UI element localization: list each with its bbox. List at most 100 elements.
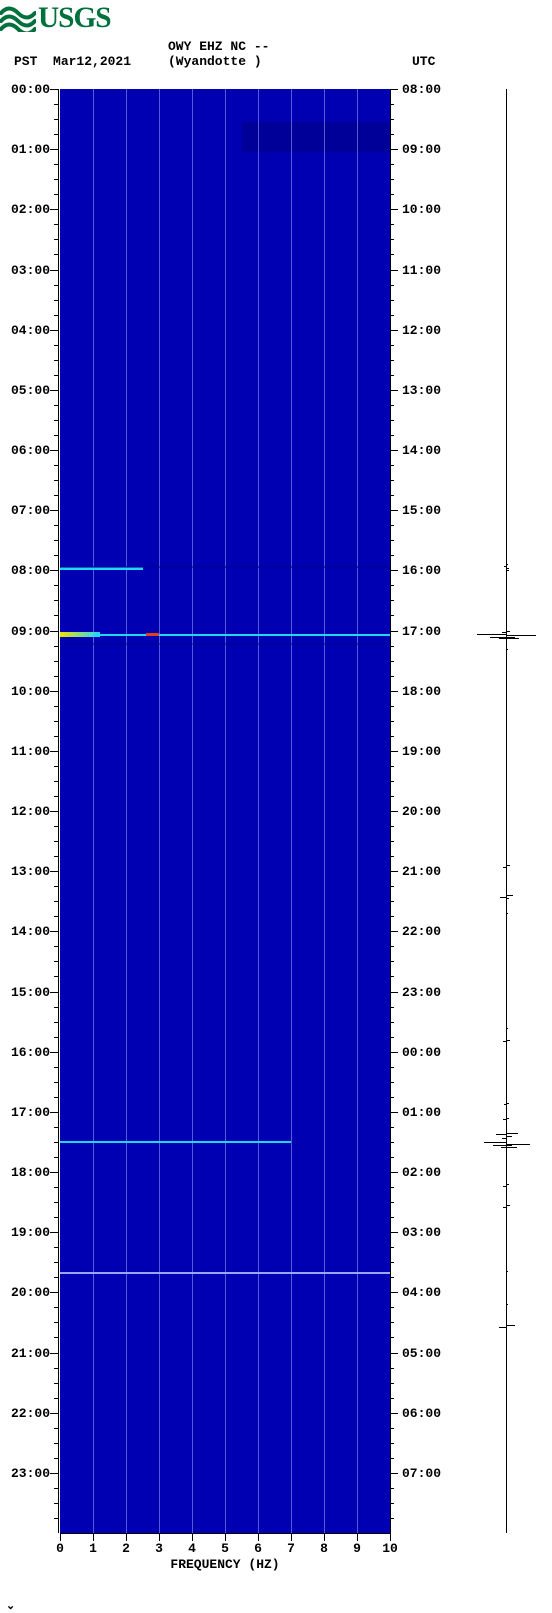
- y-minor-tick-right: [390, 585, 394, 586]
- seismogram-wiggle: [506, 898, 509, 899]
- right-timezone: UTC: [412, 54, 435, 69]
- y-minor-tick-right: [390, 1187, 394, 1188]
- pst-hour-label: 20:00: [11, 1285, 50, 1300]
- y-minor-tick-right: [390, 224, 394, 225]
- utc-hour-label: 17:00: [402, 624, 441, 639]
- y-minor-tick-left: [54, 886, 58, 887]
- freq-gridline: [258, 89, 259, 1533]
- seismogram-wiggle: [506, 1076, 507, 1077]
- x-tick: [291, 1533, 292, 1541]
- x-tick: [192, 1533, 193, 1541]
- y-minor-tick-right: [390, 300, 394, 301]
- x-tick: [159, 1533, 160, 1541]
- y-tick-right: [390, 691, 398, 692]
- freq-gridline: [324, 89, 325, 1533]
- x-tick: [258, 1533, 259, 1541]
- y-tick-left: [50, 1052, 58, 1053]
- y-minor-tick-right: [390, 1277, 394, 1278]
- freq-gridline: [291, 89, 292, 1533]
- y-minor-tick-left: [54, 615, 58, 616]
- y-minor-tick-left: [54, 465, 58, 466]
- utc-hour-label: 11:00: [402, 263, 441, 278]
- y-tick-left: [50, 510, 58, 511]
- y-minor-tick-left: [54, 239, 58, 240]
- x-tick: [225, 1533, 226, 1541]
- y-minor-tick-left: [54, 1398, 58, 1399]
- x-tick-label: 2: [122, 1541, 130, 1556]
- y-tick-right: [390, 1292, 398, 1293]
- y-minor-tick-left: [54, 585, 58, 586]
- y-minor-tick-left: [54, 706, 58, 707]
- y-minor-tick-right: [390, 1458, 394, 1459]
- seismogram-wiggle: [506, 1040, 510, 1041]
- spectrogram-feature-line: [60, 1141, 291, 1143]
- y-minor-tick-right: [390, 1067, 394, 1068]
- seismogram-wiggle: [506, 913, 508, 914]
- y-tick-right: [390, 330, 398, 331]
- y-tick-right: [390, 1353, 398, 1354]
- x-tick-label: 9: [353, 1541, 361, 1556]
- seismogram-wiggle: [506, 1325, 515, 1326]
- y-minor-tick-left: [54, 1428, 58, 1429]
- pst-hour-label: 03:00: [11, 263, 50, 278]
- seismogram-wiggle: [499, 1327, 506, 1328]
- y-tick-left: [50, 811, 58, 812]
- y-minor-tick-left: [54, 856, 58, 857]
- pst-hour-label: 10:00: [11, 684, 50, 699]
- y-minor-tick-right: [390, 435, 394, 436]
- y-minor-tick-left: [54, 1247, 58, 1248]
- header-date: Mar12,2021: [53, 54, 131, 69]
- y-tick-right: [390, 390, 398, 391]
- y-minor-tick-left: [54, 300, 58, 301]
- y-tick-left: [50, 931, 58, 932]
- y-minor-tick-right: [390, 164, 394, 165]
- spectrogram-panel: [60, 89, 390, 1533]
- pst-hour-label: 12:00: [11, 804, 50, 819]
- y-tick-left: [50, 570, 58, 571]
- utc-hour-label: 03:00: [402, 1225, 441, 1240]
- y-minor-tick-right: [390, 1518, 394, 1519]
- y-minor-tick-left: [54, 285, 58, 286]
- pst-hour-label: 04:00: [11, 323, 50, 338]
- y-minor-tick-left: [54, 1383, 58, 1384]
- y-minor-tick-left: [54, 1277, 58, 1278]
- y-tick-right: [390, 1473, 398, 1474]
- utc-hour-label: 12:00: [402, 323, 441, 338]
- y-minor-tick-left: [54, 1458, 58, 1459]
- y-minor-tick-right: [390, 465, 394, 466]
- seismogram-wiggle: [503, 1119, 506, 1120]
- y-minor-tick-right: [390, 736, 394, 737]
- pst-hour-label: 21:00: [11, 1346, 50, 1361]
- x-tick-label: 6: [254, 1541, 262, 1556]
- y-tick-left: [50, 1353, 58, 1354]
- y-minor-tick-left: [54, 1518, 58, 1519]
- y-minor-tick-right: [390, 721, 394, 722]
- x-axis-title: FREQUENCY (HZ): [60, 1557, 390, 1572]
- y-minor-tick-left: [54, 480, 58, 481]
- y-tick-left: [50, 1413, 58, 1414]
- y-minor-tick-left: [54, 164, 58, 165]
- y-minor-tick-left: [54, 1007, 58, 1008]
- y-minor-tick-left: [54, 420, 58, 421]
- y-minor-tick-right: [390, 1503, 394, 1504]
- seismogram-wiggle: [506, 1103, 509, 1104]
- y-minor-tick-right: [390, 540, 394, 541]
- y-minor-tick-left: [54, 676, 58, 677]
- y-tick-right: [390, 1413, 398, 1414]
- y-minor-tick-left: [54, 1443, 58, 1444]
- y-minor-tick-left: [54, 1307, 58, 1308]
- y-minor-tick-right: [390, 615, 394, 616]
- y-minor-tick-left: [54, 946, 58, 947]
- y-minor-tick-left: [54, 1022, 58, 1023]
- y-minor-tick-right: [390, 886, 394, 887]
- y-minor-tick-left: [54, 721, 58, 722]
- y-minor-tick-left: [54, 1157, 58, 1158]
- y-minor-tick-left: [54, 540, 58, 541]
- utc-hour-label: 18:00: [402, 684, 441, 699]
- y-tick-right: [390, 631, 398, 632]
- y-minor-tick-right: [390, 134, 394, 135]
- x-tick-label: 5: [221, 1541, 229, 1556]
- y-tick-left: [50, 270, 58, 271]
- y-minor-tick-left: [54, 254, 58, 255]
- freq-gridline: [192, 89, 193, 1533]
